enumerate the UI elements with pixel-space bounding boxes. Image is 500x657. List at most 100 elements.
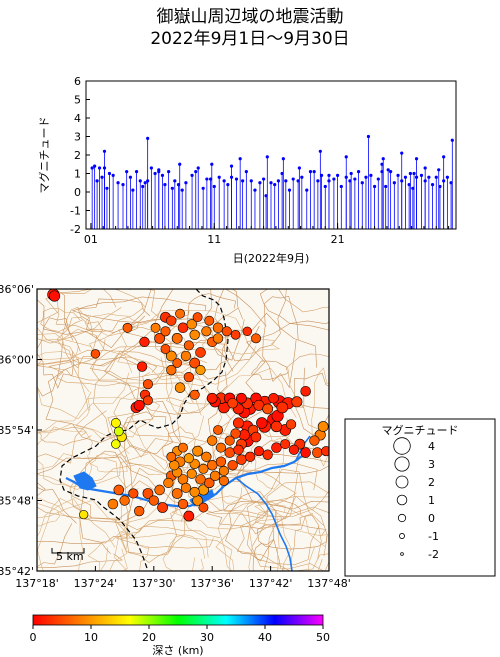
event-point xyxy=(208,177,213,181)
epicenter-point xyxy=(192,445,203,457)
contour-line xyxy=(214,289,287,362)
contour-line xyxy=(287,353,329,431)
epicenter-point xyxy=(166,315,177,326)
epicenter-point xyxy=(270,420,283,433)
xtick-label: 21 xyxy=(331,233,345,246)
epicenter-point xyxy=(201,326,212,337)
event-point xyxy=(90,166,94,170)
legend-label: -1 xyxy=(428,530,439,543)
event-point xyxy=(141,184,145,189)
epicenter-point xyxy=(186,468,197,479)
event-point xyxy=(116,181,120,185)
ytick-label: 6 xyxy=(74,75,81,88)
epicenter-point xyxy=(180,482,191,493)
event-point xyxy=(269,181,273,185)
epicenter-point xyxy=(330,429,340,439)
event-point xyxy=(153,171,157,176)
event-point xyxy=(408,171,412,176)
epicenter-point xyxy=(236,392,247,404)
scale-bar-label: 5 km xyxy=(56,550,84,563)
epicenters xyxy=(47,289,340,522)
ytick-label: 1 xyxy=(74,168,81,181)
event-point xyxy=(339,184,343,189)
event-point xyxy=(323,184,327,189)
epicenter-point xyxy=(262,403,274,415)
event-point xyxy=(423,166,427,170)
epicenter-point xyxy=(189,329,200,340)
epicenter-point xyxy=(250,431,262,443)
contour-line xyxy=(225,491,277,562)
event-point xyxy=(308,170,313,174)
ytick-label: -1 xyxy=(70,205,81,218)
epicenter-point xyxy=(236,454,247,465)
contour-line xyxy=(124,399,186,505)
event-point xyxy=(392,181,396,185)
epicenter-point xyxy=(195,365,206,376)
event-point xyxy=(249,179,253,183)
contour-line xyxy=(45,289,146,332)
epicenter-point xyxy=(288,444,300,455)
epicenter-point xyxy=(175,308,186,319)
time-plot-ylabel: マグニチュード xyxy=(37,117,51,194)
contour-line xyxy=(250,427,285,490)
event-point xyxy=(217,175,221,179)
epicenter-point xyxy=(253,446,264,457)
event-point xyxy=(396,173,400,177)
epicenter-point xyxy=(232,417,244,429)
epicenter-point xyxy=(178,442,188,453)
epicenter-point xyxy=(300,385,311,397)
event-point xyxy=(210,162,214,166)
event-point xyxy=(265,155,269,159)
epicenter-point xyxy=(204,315,215,326)
event-point xyxy=(160,173,165,177)
epicenter-point xyxy=(198,463,209,474)
event-point xyxy=(336,173,340,177)
epicenter-point xyxy=(209,470,221,481)
event-point xyxy=(157,168,161,172)
legend-label: 4 xyxy=(428,440,435,453)
contour-line xyxy=(162,534,206,571)
epicenter-point xyxy=(221,326,232,337)
epicenter-point xyxy=(166,451,177,462)
event-point xyxy=(384,184,388,189)
epicenter-point xyxy=(166,364,177,376)
event-point xyxy=(344,155,348,159)
contour-line xyxy=(115,525,220,549)
event-point xyxy=(196,166,200,170)
legend-symbol xyxy=(400,552,404,556)
contour-line xyxy=(37,497,63,527)
event-point xyxy=(353,177,357,181)
epicenter-point xyxy=(172,358,182,368)
time-plot-xlabel: 日(2022年9月) xyxy=(233,251,310,265)
event-point xyxy=(178,162,182,166)
epicenter-point xyxy=(321,446,329,457)
contour-line xyxy=(61,306,98,369)
epicenter-point xyxy=(165,350,177,362)
event-point xyxy=(212,184,216,189)
epicenter-point xyxy=(262,449,273,460)
legend-label: 0 xyxy=(428,512,435,525)
event-point xyxy=(107,171,112,176)
contour-line xyxy=(187,293,238,324)
epicenter-point xyxy=(122,322,133,333)
prefecture-boundary xyxy=(59,289,229,571)
legend-symbol xyxy=(396,494,408,506)
event-point xyxy=(100,175,104,179)
chart-period: 2022年9月1日～9月30日 xyxy=(150,29,350,49)
event-point xyxy=(222,179,226,183)
contour-line xyxy=(37,487,77,568)
event-point xyxy=(373,184,377,189)
lon-label: 137°30' xyxy=(132,577,176,590)
event-point xyxy=(241,179,245,183)
lat-label: 35°54' xyxy=(0,424,34,437)
epicenter-point xyxy=(195,474,206,485)
contour-line xyxy=(291,515,323,571)
event-point xyxy=(389,170,393,174)
epicenter-point xyxy=(207,435,218,446)
event-point xyxy=(300,175,304,179)
epicenter-point xyxy=(113,484,125,496)
event-point xyxy=(170,186,174,190)
event-point xyxy=(407,183,411,187)
event-point xyxy=(176,183,181,187)
